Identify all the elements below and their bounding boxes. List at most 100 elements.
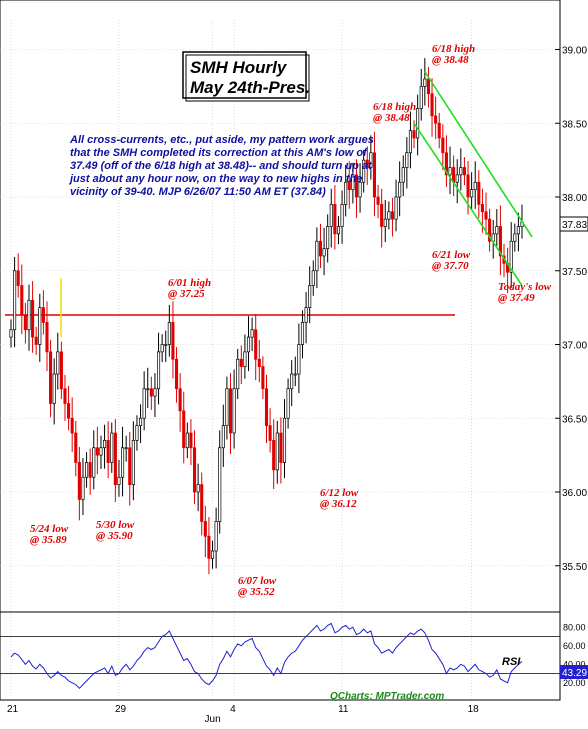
candle-body bbox=[225, 388, 229, 426]
commentary-line: that the SMH completed its correction at… bbox=[70, 147, 368, 159]
last-price-tag bbox=[559, 216, 588, 232]
candle-body bbox=[27, 299, 31, 331]
candle-body bbox=[16, 270, 20, 286]
commentary-line: 37.49 (off of the 6/18 high at 38.48)-- … bbox=[70, 160, 373, 172]
y-tick-label: 35.50 bbox=[562, 562, 587, 573]
candle-body bbox=[23, 314, 27, 331]
candle-body bbox=[495, 226, 499, 235]
candle-body bbox=[434, 115, 438, 124]
candle-body bbox=[20, 285, 24, 316]
annotation-label: 5/30 low bbox=[96, 519, 135, 531]
candle-body bbox=[67, 403, 71, 419]
annotation-label: 5/24 low bbox=[30, 523, 69, 535]
candle-body bbox=[85, 462, 89, 478]
candle-body bbox=[99, 447, 103, 456]
candle-body bbox=[268, 425, 272, 441]
candle-body bbox=[383, 218, 387, 227]
candle-body bbox=[347, 181, 351, 190]
candle-body bbox=[214, 521, 218, 552]
candle-body bbox=[304, 307, 308, 323]
candle-body bbox=[459, 167, 463, 176]
candle-body bbox=[124, 447, 128, 450]
candle-body bbox=[430, 93, 434, 117]
candle-body bbox=[498, 226, 502, 257]
annotation-label: 6/12 low bbox=[320, 487, 359, 499]
candle-body bbox=[31, 299, 35, 338]
candle-body bbox=[509, 240, 513, 273]
annotation-label: 6/07 low bbox=[238, 575, 277, 587]
rsi-tick-label: 60.00 bbox=[563, 641, 586, 651]
candle-body bbox=[146, 388, 150, 391]
rsi-value-label: 43.29 bbox=[562, 668, 587, 679]
channel-upper-line bbox=[424, 71, 533, 238]
candle-body bbox=[297, 344, 301, 375]
candle-body bbox=[365, 159, 369, 168]
candle-body bbox=[405, 152, 409, 168]
candle-body bbox=[282, 417, 287, 463]
candle-body bbox=[95, 447, 99, 456]
y-tick-label: 36.00 bbox=[562, 488, 587, 499]
annotation-label: 6/01 high bbox=[168, 277, 211, 289]
title-box bbox=[182, 51, 307, 99]
y-tick-label: 37.00 bbox=[562, 341, 587, 352]
candle-body bbox=[311, 270, 315, 286]
candle-body bbox=[362, 159, 366, 183]
x-tick-label: 11 bbox=[338, 704, 349, 715]
channel-lower-line bbox=[413, 122, 523, 286]
candle-body bbox=[387, 211, 391, 220]
candle-body bbox=[484, 211, 488, 220]
candle-body bbox=[480, 204, 484, 213]
candle-body bbox=[293, 373, 297, 376]
candle-body bbox=[426, 78, 430, 95]
candle-body bbox=[192, 447, 197, 493]
candle-body bbox=[354, 174, 359, 198]
candle-body bbox=[390, 211, 395, 220]
candle-body bbox=[261, 366, 265, 390]
rsi-tick-label: 80.00 bbox=[563, 622, 586, 632]
annotation-label: @ 38.48 bbox=[432, 54, 469, 66]
candle-body bbox=[272, 440, 276, 471]
candle-body bbox=[372, 152, 377, 198]
candle-body bbox=[254, 329, 258, 360]
candle-body bbox=[81, 476, 85, 500]
candle-body bbox=[408, 130, 412, 154]
candle-body bbox=[462, 167, 466, 176]
candle-body bbox=[315, 240, 319, 272]
y-axis: 39.00 38.50 38.00 37.50 37.00 36.50 36.00 35.50 bbox=[555, 46, 587, 573]
candle-body bbox=[401, 167, 405, 183]
candle-body bbox=[236, 358, 240, 390]
candle-body bbox=[246, 336, 251, 353]
rsi-tick-label: 40.00 bbox=[563, 659, 586, 669]
candle-body bbox=[113, 432, 117, 485]
candle-body bbox=[221, 425, 225, 449]
candle-body bbox=[13, 270, 17, 331]
candle-body bbox=[412, 130, 416, 139]
candle-body bbox=[470, 189, 474, 198]
candle-body bbox=[340, 204, 344, 227]
rsi-panel: 80.00 60.00 40.00 20.00 bbox=[0, 622, 586, 690]
x-tick-month-label: Jun bbox=[205, 714, 221, 724]
candle-body bbox=[59, 351, 63, 390]
candle-body bbox=[149, 388, 153, 397]
candle-body bbox=[164, 344, 168, 346]
candle-body bbox=[448, 167, 452, 176]
watermark: QCharts; MPTrader.com bbox=[330, 691, 444, 702]
candle-body bbox=[473, 181, 477, 190]
last-price-label: 37.83 bbox=[562, 220, 587, 231]
candle-body bbox=[156, 351, 161, 390]
candle-body bbox=[70, 417, 74, 434]
candle-body bbox=[128, 447, 132, 485]
y-tick-label: 38.00 bbox=[562, 193, 587, 204]
candle-body bbox=[318, 240, 323, 257]
candle-body bbox=[88, 462, 92, 478]
candle-body bbox=[45, 322, 49, 353]
candle-body bbox=[167, 322, 171, 345]
commentary-line: vicinity of 39-40. MJP 6/26/07 11:50 AM … bbox=[70, 186, 326, 198]
commentary-line: just about any hour now, on the way to n… bbox=[68, 173, 362, 185]
candle-body bbox=[326, 226, 330, 249]
candle-body bbox=[441, 137, 445, 154]
candle-body bbox=[117, 476, 121, 485]
y-tick-label: 38.50 bbox=[562, 119, 587, 130]
